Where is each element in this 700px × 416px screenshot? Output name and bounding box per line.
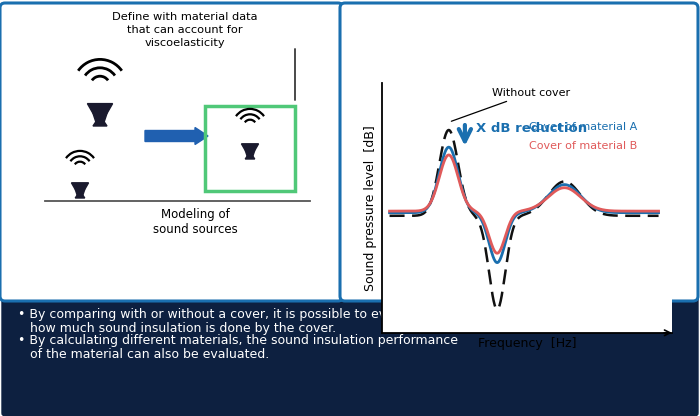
Y-axis label: Sound pressure level  [dB]: Sound pressure level [dB]: [364, 125, 377, 291]
Polygon shape: [241, 144, 258, 151]
Text: Cover of material B: Cover of material B: [529, 141, 638, 151]
FancyBboxPatch shape: [0, 3, 343, 301]
Text: Cover of material A: Cover of material A: [529, 122, 638, 132]
Text: how much sound insulation is done by the cover.: how much sound insulation is done by the…: [18, 322, 336, 335]
Polygon shape: [71, 183, 88, 189]
Text: Modeling of
sound sources: Modeling of sound sources: [153, 208, 237, 236]
Text: X dB reduction: X dB reduction: [475, 121, 587, 134]
Text: Without cover: Without cover: [452, 88, 570, 121]
Text: Define with material data: Define with material data: [112, 12, 258, 22]
Text: of the material can also be evaluated.: of the material can also be evaluated.: [18, 348, 270, 361]
Text: • By calculating different materials, the sound insulation performance: • By calculating different materials, th…: [18, 334, 458, 347]
Polygon shape: [76, 195, 85, 198]
X-axis label: Frequency  [Hz]: Frequency [Hz]: [477, 337, 576, 350]
Polygon shape: [88, 104, 113, 114]
Polygon shape: [76, 189, 85, 195]
Polygon shape: [93, 122, 107, 126]
Polygon shape: [245, 156, 255, 159]
Polygon shape: [93, 114, 107, 122]
FancyBboxPatch shape: [2, 295, 698, 416]
Bar: [205, 106, 295, 191]
FancyBboxPatch shape: [340, 3, 698, 301]
Polygon shape: [245, 151, 255, 156]
Text: viscoelasticity: viscoelasticity: [145, 38, 225, 48]
FancyArrow shape: [145, 127, 208, 144]
Text: that can account for: that can account for: [127, 25, 243, 35]
Text: • By comparing with or without a cover, it is possible to evaluate: • By comparing with or without a cover, …: [18, 308, 426, 321]
